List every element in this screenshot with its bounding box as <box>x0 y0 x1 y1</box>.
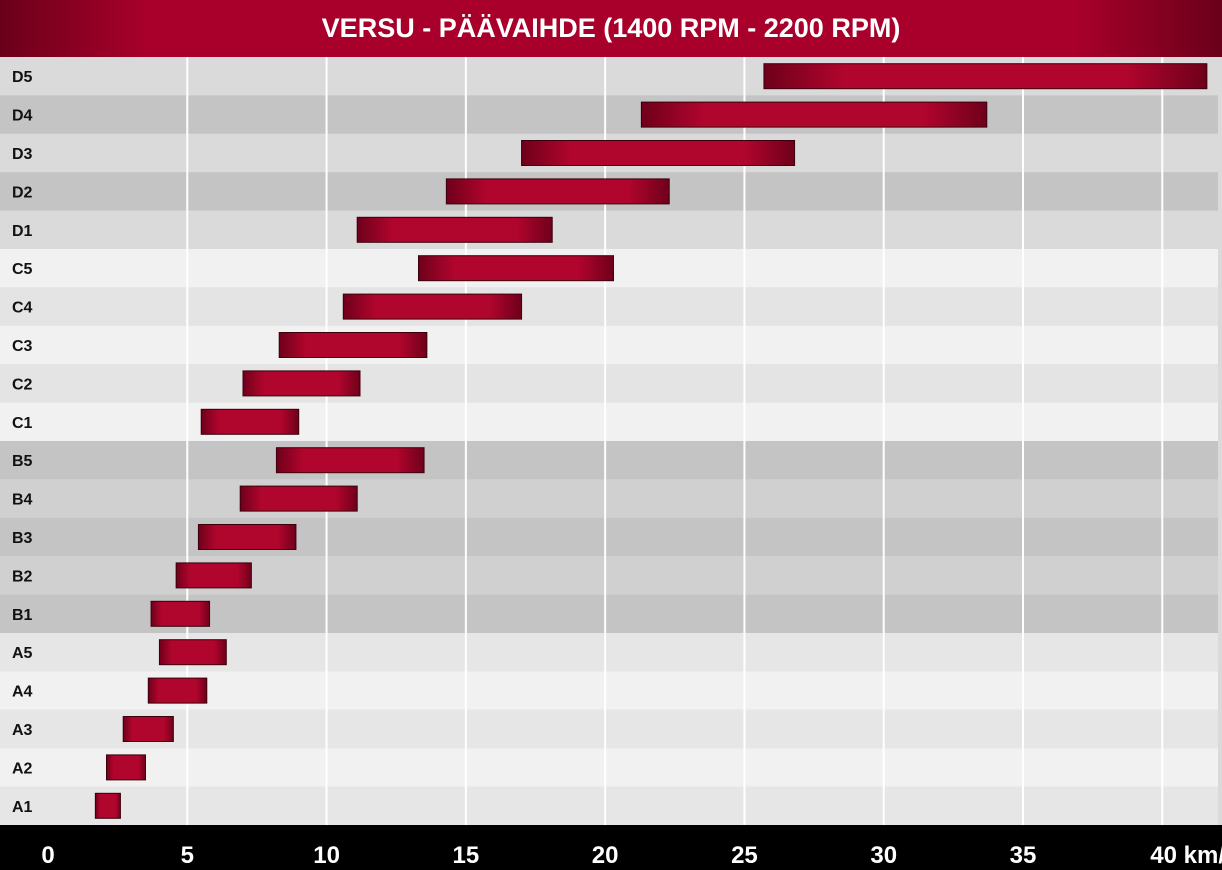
row-label-background <box>0 210 48 249</box>
row-background <box>48 671 1218 710</box>
row-label-background <box>0 633 48 672</box>
row-label-background <box>0 325 48 365</box>
x-tick-label: 40 km/h <box>1150 842 1222 869</box>
row-label-background <box>0 402 48 441</box>
row-label-background <box>0 786 48 825</box>
row-label-background <box>0 95 48 134</box>
row-background <box>48 479 1218 518</box>
range-bar <box>275 447 425 474</box>
title-band <box>0 0 1222 57</box>
row-background <box>48 249 1218 288</box>
category-label: B1 <box>12 607 33 624</box>
category-label: C3 <box>12 338 33 355</box>
row-background <box>48 709 1218 749</box>
row-label-background <box>0 57 48 96</box>
row-background <box>48 786 1218 825</box>
row-label-background <box>0 671 48 710</box>
row-background <box>48 325 1218 365</box>
row-label-background <box>0 517 48 557</box>
x-tick-label: 5 <box>181 842 194 869</box>
row-background <box>48 95 1218 134</box>
category-label: D4 <box>12 108 33 125</box>
row-label-background <box>0 172 48 211</box>
range-bar <box>342 293 523 320</box>
row-background <box>48 441 1218 480</box>
range-bar <box>200 408 300 435</box>
row-background <box>48 364 1218 403</box>
category-label: B4 <box>12 492 33 509</box>
row-label-background <box>0 249 48 288</box>
category-label: A4 <box>12 684 33 701</box>
row-label-background <box>0 594 48 633</box>
row-label-background <box>0 364 48 403</box>
row-label-background <box>0 556 48 595</box>
row-background <box>48 594 1218 633</box>
range-bar <box>242 370 361 397</box>
x-axis-band <box>0 825 1222 870</box>
x-tick-label: 20 <box>592 842 619 869</box>
x-tick-label: 0 <box>41 842 54 869</box>
range-bar <box>106 754 146 781</box>
row-background <box>48 287 1218 326</box>
range-bar <box>94 792 121 819</box>
row-background <box>48 210 1218 249</box>
range-bar <box>122 716 174 742</box>
category-label: D2 <box>12 184 33 201</box>
x-tick-label: 10 <box>313 842 340 869</box>
row-label-background <box>0 441 48 480</box>
category-label: B5 <box>12 453 33 470</box>
range-bar <box>418 255 614 282</box>
range-bar <box>763 63 1208 90</box>
category-label: D1 <box>12 223 33 240</box>
category-label: D3 <box>12 146 33 163</box>
row-background <box>48 748 1218 787</box>
category-label: C2 <box>12 376 33 393</box>
x-tick-label: 30 <box>870 842 897 869</box>
category-label: A5 <box>12 645 33 662</box>
range-bar <box>150 600 211 627</box>
range-bar <box>147 677 208 704</box>
category-label: A2 <box>12 760 33 777</box>
category-label: A1 <box>12 799 33 816</box>
category-label: C5 <box>12 261 33 278</box>
range-bar <box>356 216 553 243</box>
range-bar <box>521 140 796 166</box>
range-bar <box>278 332 428 358</box>
category-label: A3 <box>12 722 33 739</box>
range-bar <box>175 562 252 589</box>
category-label: D5 <box>12 69 33 86</box>
chart-title: VERSU - PÄÄVAIHDE (1400 RPM - 2200 RPM) <box>322 13 901 43</box>
row-label-background <box>0 479 48 518</box>
x-tick-label: 35 <box>1010 842 1037 869</box>
x-tick-label: 15 <box>453 842 480 869</box>
range-bar <box>239 485 358 512</box>
category-label: C1 <box>12 415 33 432</box>
row-label-background <box>0 709 48 749</box>
category-label: B3 <box>12 530 33 547</box>
range-bar <box>158 639 227 666</box>
row-label-background <box>0 748 48 787</box>
range-bar <box>640 101 988 128</box>
category-label: C4 <box>12 300 33 317</box>
x-tick-label: 25 <box>731 842 758 869</box>
range-bar <box>445 178 670 205</box>
category-label: B2 <box>12 568 33 585</box>
range-bar <box>197 524 297 550</box>
row-label-background <box>0 287 48 326</box>
row-label-background <box>0 133 48 173</box>
